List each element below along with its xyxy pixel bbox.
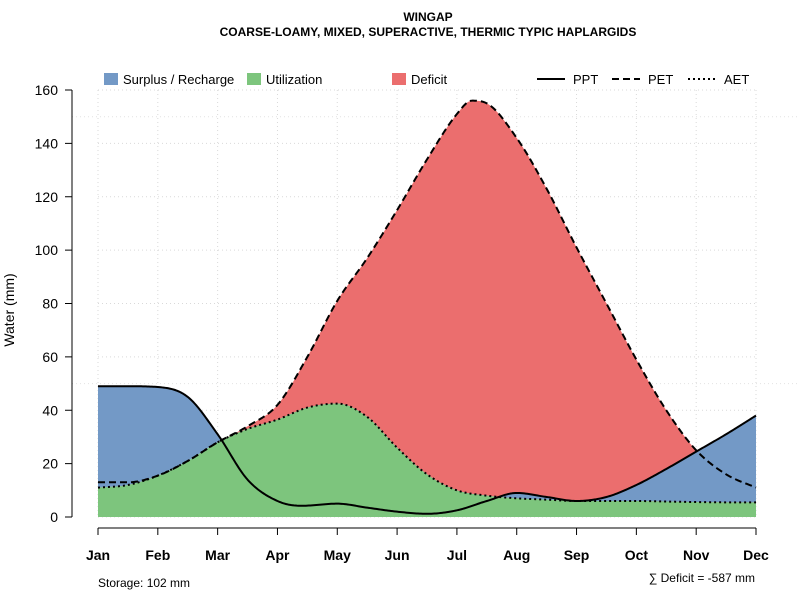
y-tick-label: 120 [35,189,59,205]
x-tick-label: Feb [145,547,170,563]
legend-swatch-utilization [247,73,261,85]
y-tick-label: 140 [35,135,59,151]
line-ppt [98,385,757,515]
y-tick-label: 60 [42,349,58,365]
line-pet [98,99,757,489]
area-layer [98,100,756,517]
y-tick-label: 20 [42,456,58,472]
x-tick-label: May [324,547,351,563]
chart-subtitle: COARSE-LOAMY, MIXED, SUPERACTIVE, THERMI… [220,25,637,39]
area-utilization [98,403,756,517]
y-tick-label: 40 [42,402,58,418]
legend: Surplus / Recharge Utilization Deficit P… [104,72,749,87]
area-deficit [98,100,756,503]
legend-label-surplus: Surplus / Recharge [123,72,234,87]
x-tick-label: Jun [385,547,410,563]
x-tick-label: Aug [503,547,530,563]
storage-annotation: Storage: 102 mm [98,576,190,590]
line-layer [97,99,757,515]
legend-label-aet: AET [724,72,749,87]
legend-swatch-deficit [392,73,406,85]
x-tick-label: Nov [683,547,710,563]
legend-label-utilization: Utilization [266,72,322,87]
deficit-annotation: ∑ Deficit = -587 mm [649,571,755,585]
y-tick-label: 0 [50,509,58,525]
x-tick-label: Jan [86,547,110,563]
x-tick-label: Oct [625,547,649,563]
x-tick-label: Dec [743,547,769,563]
x-axis: Jan Feb Mar Apr May Jun Jul Aug Sep Oct Nov Dec [86,527,769,563]
x-tick-label: Jul [447,547,467,563]
legend-label-deficit: Deficit [411,72,448,87]
x-tick-label: Sep [564,547,590,563]
chart-title: WINGAP [403,10,452,24]
x-tick-label: Apr [265,547,290,563]
legend-swatch-surplus [104,73,118,85]
x-tick-label: Mar [205,547,230,563]
y-axis: 0 20 40 60 80 100 120 140 160 [35,82,73,525]
legend-label-pet: PET [648,72,673,87]
legend-label-ppt: PPT [573,72,598,87]
y-tick-label: 100 [35,242,59,258]
y-axis-title: Water (mm) [1,273,17,346]
y-tick-label: 160 [35,82,59,98]
y-tick-label: 80 [42,296,58,312]
